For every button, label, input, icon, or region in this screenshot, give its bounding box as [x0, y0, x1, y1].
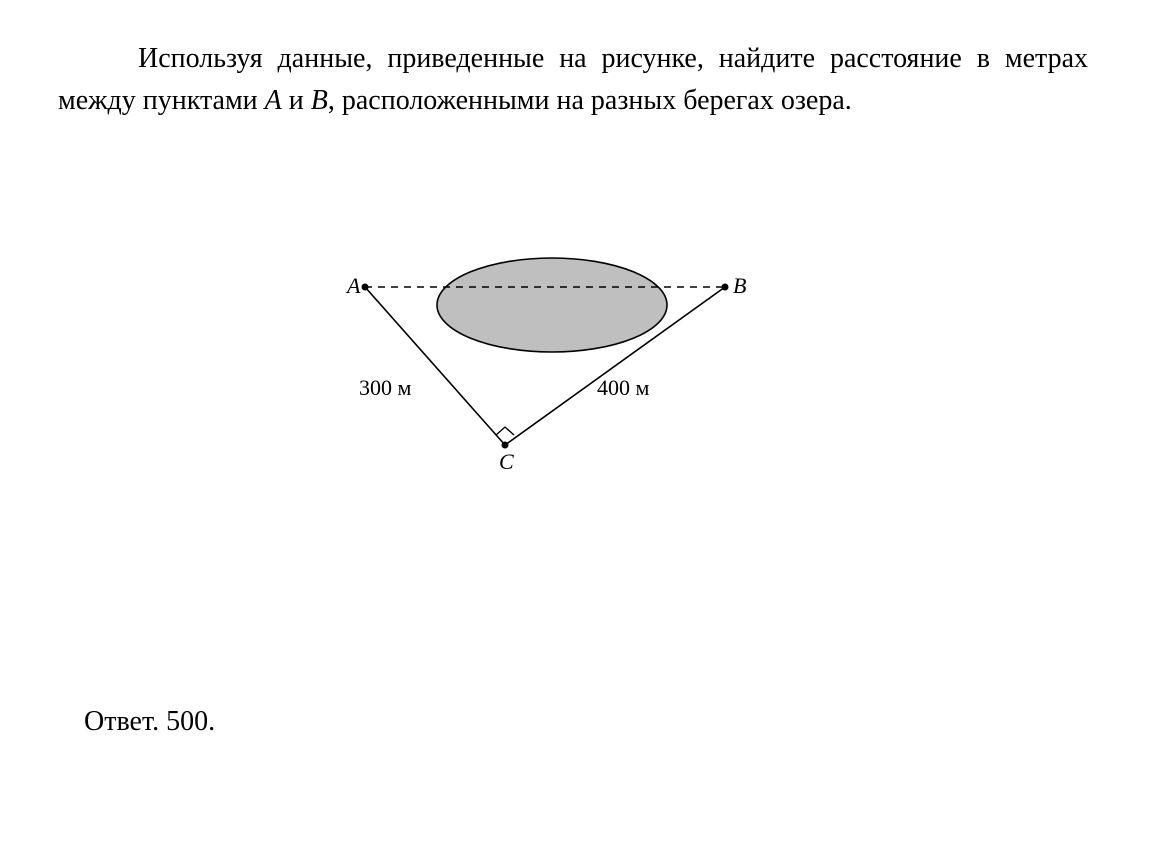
side-cb-label: 400 м — [597, 375, 650, 400]
label-a: A — [345, 273, 361, 298]
answer-value: 500. — [166, 706, 215, 737]
diagram-svg: A B C 300 м 400 м — [305, 255, 785, 485]
point-label-a-text: A — [265, 85, 282, 116]
answer-line: Ответ. 500. — [84, 706, 215, 738]
point-label-b-text: B — [311, 85, 328, 116]
geometry-figure: A B C 300 м 400 м — [305, 255, 785, 485]
label-c: C — [499, 449, 514, 474]
right-angle-marker — [496, 427, 514, 435]
point-a — [362, 284, 369, 291]
answer-prefix: Ответ. — [84, 706, 166, 737]
problem-text-and: и — [282, 85, 311, 116]
point-b — [722, 284, 729, 291]
problem-statement: Используя данные, приведенные на рисунке… — [58, 38, 1088, 122]
lake-ellipse — [437, 258, 667, 352]
point-c — [502, 442, 509, 449]
label-b: B — [733, 273, 746, 298]
side-ac-label: 300 м — [359, 375, 412, 400]
problem-text-2: , расположенными на разных берегах озера… — [328, 85, 852, 116]
